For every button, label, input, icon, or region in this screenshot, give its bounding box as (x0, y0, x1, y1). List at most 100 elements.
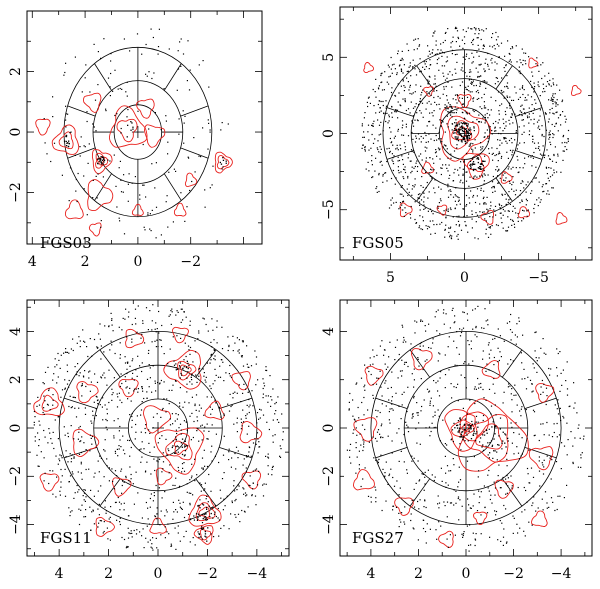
galaxy-point (480, 189, 482, 191)
galaxy-point (368, 96, 370, 98)
galaxy-point (120, 470, 122, 472)
galaxy-point (108, 467, 110, 469)
galaxy-point (153, 495, 155, 497)
galaxy-point (376, 354, 378, 356)
galaxy-point (518, 317, 520, 319)
galaxy-point (367, 409, 369, 411)
sector-line (495, 177, 513, 202)
galaxy-point (149, 539, 151, 541)
galaxy-point (202, 60, 204, 62)
galaxy-point (433, 479, 435, 482)
galaxy-point (257, 452, 259, 454)
galaxy-point (513, 190, 515, 192)
galaxy-point (47, 366, 49, 368)
galaxy-point (271, 466, 274, 468)
galaxy-point (429, 76, 431, 78)
galaxy-point (461, 39, 463, 41)
galaxy-point (210, 512, 212, 515)
galaxy-point (482, 146, 484, 148)
galaxy-point (368, 149, 370, 151)
galaxy-point (579, 437, 581, 439)
galaxy-point (103, 530, 105, 533)
galaxy-point (449, 112, 451, 114)
galaxy-point (447, 546, 449, 548)
density-contour (473, 511, 488, 525)
galaxy-point (64, 387, 66, 389)
galaxy-point (124, 356, 126, 358)
galaxy-point (420, 185, 422, 187)
galaxy-point (409, 213, 411, 216)
galaxy-point (189, 189, 191, 192)
density-contour (467, 154, 485, 173)
galaxy-point (562, 150, 564, 152)
galaxy-point (507, 201, 509, 203)
galaxy-point (231, 501, 233, 504)
galaxy-point (445, 109, 447, 111)
galaxy-point (256, 422, 258, 424)
galaxy-point (173, 168, 175, 170)
galaxy-point (417, 166, 419, 168)
galaxy-point (172, 336, 174, 338)
galaxy-point (437, 205, 439, 207)
galaxy-point (466, 204, 468, 206)
galaxy-point (482, 117, 484, 119)
galaxy-point (103, 38, 105, 40)
galaxy-point (468, 145, 470, 147)
galaxy-point (467, 424, 469, 426)
galaxy-point (171, 446, 173, 449)
galaxy-point (493, 185, 495, 188)
galaxy-point (443, 210, 445, 212)
galaxy-point (392, 160, 394, 163)
galaxy-point (277, 396, 279, 398)
galaxy-point (397, 377, 399, 379)
galaxy-point (399, 519, 401, 521)
galaxy-point (445, 209, 448, 211)
galaxy-point (539, 153, 542, 155)
galaxy-point (141, 388, 143, 390)
galaxy-point (144, 229, 146, 231)
galaxy-point (73, 456, 75, 458)
galaxy-point (198, 504, 200, 507)
galaxy-point (454, 427, 456, 429)
galaxy-point (435, 44, 437, 46)
galaxy-point (468, 79, 470, 81)
galaxy-point (354, 419, 356, 421)
galaxy-point (148, 349, 150, 352)
galaxy-point (55, 455, 57, 457)
galaxy-point (69, 395, 71, 397)
galaxy-point (451, 123, 454, 125)
galaxy-point (419, 100, 421, 102)
galaxy-point (372, 176, 374, 178)
galaxy-point (222, 361, 224, 363)
galaxy-point (505, 542, 508, 544)
galaxy-point (390, 386, 392, 389)
galaxy-point (557, 155, 559, 157)
galaxy-point (393, 63, 395, 65)
galaxy-point (246, 413, 248, 415)
galaxy-point (189, 381, 191, 383)
galaxy-point (509, 489, 511, 491)
galaxy-point (110, 312, 112, 314)
galaxy-point (149, 310, 151, 312)
galaxy-point (417, 539, 419, 541)
galaxy-point (424, 531, 427, 533)
galaxy-point (171, 311, 173, 313)
galaxy-point (493, 187, 495, 189)
galaxy-point (123, 538, 126, 541)
galaxy-point (423, 489, 425, 491)
galaxy-point (418, 508, 420, 510)
galaxy-point (558, 434, 561, 436)
galaxy-point (553, 113, 555, 115)
galaxy-point (120, 446, 122, 448)
galaxy-point (210, 413, 212, 415)
galaxy-point (495, 154, 498, 156)
galaxy-point (372, 125, 374, 127)
galaxy-point (60, 481, 62, 483)
galaxy-point (58, 416, 60, 418)
galaxy-point (450, 106, 453, 108)
galaxy-point (461, 505, 463, 507)
galaxy-point (436, 223, 438, 226)
galaxy-point (549, 130, 551, 132)
galaxy-point (262, 414, 265, 416)
galaxy-point (508, 166, 510, 168)
